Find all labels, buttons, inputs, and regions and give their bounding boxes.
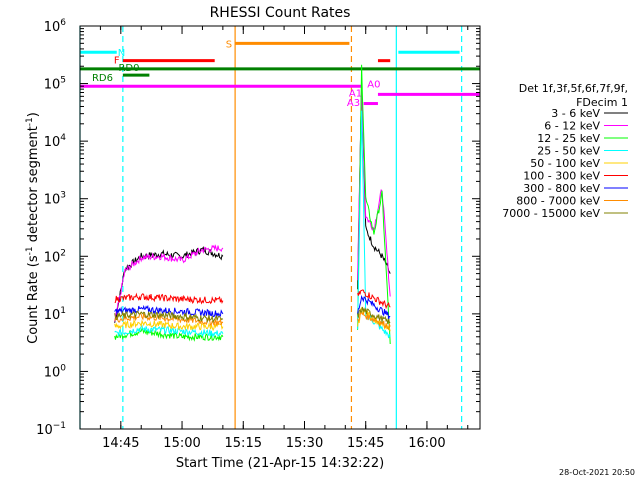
series-line-5 — [357, 289, 391, 310]
x-tick-label: 16:00 — [408, 436, 445, 451]
x-tick-label: 14:45 — [102, 436, 139, 451]
legend-entry-label: 100 - 300 keV — [523, 170, 600, 183]
x-axis-label: Start Time (21-Apr-15 14:32:22) — [176, 456, 384, 471]
series-line-6 — [114, 304, 224, 318]
y-tick-label: 102 — [44, 248, 66, 265]
series-line-1 — [114, 244, 224, 322]
legend-title-line: FDecim 1 — [576, 96, 628, 109]
flag-label-s: S — [226, 39, 232, 50]
legend-entry-label: 7000 - 15000 keV — [502, 207, 600, 220]
y-tick-label: 105 — [44, 76, 66, 93]
plot-frame — [79, 25, 481, 430]
legend: Det 1f,3f,5f,6f,7f,9f,FDecim 13 - 6 keV6… — [502, 82, 628, 220]
y-tick-label: 106 — [44, 18, 67, 35]
series-line-1 — [357, 89, 391, 297]
series-line-3 — [357, 110, 391, 339]
x-tick-label: 15:45 — [347, 436, 384, 451]
flag-label-n: N — [118, 48, 125, 59]
legend-entry-label: 25 - 50 keV — [537, 145, 600, 158]
flag-label-f: F — [114, 56, 120, 67]
x-tick-label: 15:15 — [225, 436, 262, 451]
legend-entry-label: 300 - 800 keV — [523, 182, 600, 195]
y-tick-label: 104 — [44, 133, 67, 150]
legend-entry-label: 800 - 7000 keV — [516, 195, 600, 208]
series-line-6 — [357, 294, 391, 319]
plot-timestamp: 28-Oct-2021 20:50 — [559, 468, 635, 477]
flag-label-rd6: RD6 — [92, 73, 113, 84]
x-tick-label: 15:00 — [163, 436, 200, 451]
series-line-2 — [114, 327, 224, 342]
axes: 14:45 15:00 15:15 15:30 15:45 16:00 10−1 100 101… — [36, 18, 480, 451]
y-tick-label: 100 — [44, 363, 67, 380]
series-line-2 — [357, 64, 391, 345]
series-line-5 — [114, 292, 224, 305]
series-lines — [114, 64, 391, 345]
legend-entry-label: 3 - 6 keV — [551, 107, 600, 120]
flag-label-rd0: RD0 — [118, 63, 139, 74]
flag-label-a1: A1 — [349, 88, 362, 99]
series-line-4 — [114, 319, 224, 332]
legend-entry-label: 6 - 12 keV — [544, 120, 600, 133]
legend-entry-label: 50 - 100 keV — [530, 157, 600, 170]
y-tick-label: 103 — [44, 191, 66, 208]
y-tick-label: 101 — [44, 306, 66, 323]
series-line-7 — [114, 312, 224, 327]
series-line-8 — [357, 306, 391, 325]
series-line-7 — [357, 311, 391, 330]
y-axis-label: Count Rate (s-1 detector segment-1) — [25, 112, 41, 344]
chart-title: RHESSI Count Rates — [210, 5, 351, 21]
y-tick-label: 10−1 — [36, 421, 66, 438]
legend-entry-label: 12 - 25 keV — [537, 132, 600, 145]
flag-label-a0: A0 — [367, 80, 380, 91]
x-tick-label: 15:30 — [286, 436, 323, 451]
series-line-8 — [114, 310, 224, 324]
legend-title-line: Det 1f,3f,5f,6f,7f,9f, — [519, 82, 628, 95]
flag-label-a3: A3 — [347, 98, 360, 109]
series-line-3 — [114, 324, 224, 339]
